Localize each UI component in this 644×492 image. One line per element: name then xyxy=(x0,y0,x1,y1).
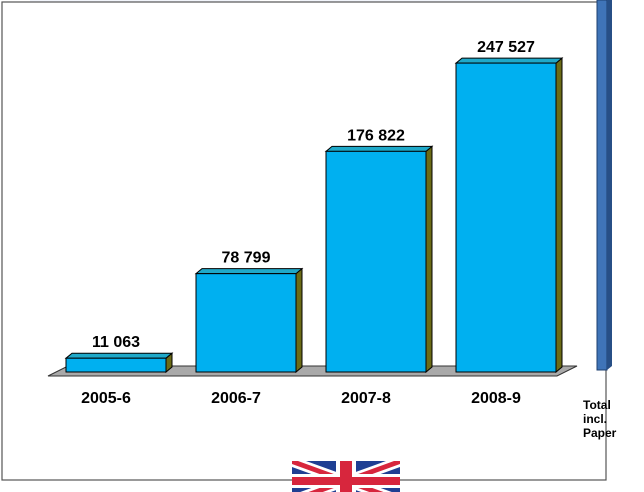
bar-side xyxy=(555,57,563,374)
side-label-line: Total xyxy=(583,398,611,412)
bar-side xyxy=(425,145,433,374)
bar-side xyxy=(295,267,303,374)
bar-front xyxy=(195,273,297,373)
x-tick-label: 2006-7 xyxy=(211,390,261,407)
side-label-line: incl. xyxy=(583,412,608,426)
bar xyxy=(194,267,304,374)
x-tick-label: 2008-9 xyxy=(471,390,521,407)
side-label-line: Paper xyxy=(583,426,617,440)
bar-top xyxy=(64,352,174,359)
bar-value-label: 247 527 xyxy=(477,39,535,56)
union-jack-flag-icon xyxy=(292,461,400,492)
x-tick-label: 2005-6 xyxy=(81,390,131,407)
bars-group xyxy=(64,57,564,374)
bar-front xyxy=(65,357,167,373)
bar-value-label: 11 063 xyxy=(92,334,140,351)
bar xyxy=(454,57,564,374)
x-tick-labels-group: 2005-6 2006-7 2007-8 2008-9 xyxy=(81,390,521,407)
bar-top xyxy=(324,145,434,152)
side-total-bar xyxy=(596,0,612,371)
bar-front xyxy=(325,150,427,373)
bar xyxy=(64,352,174,374)
x-tick-label: 2007-8 xyxy=(341,390,391,407)
bar-value-label: 78 799 xyxy=(222,250,271,267)
chart-floor xyxy=(47,365,578,377)
side-series-label: Total incl. Paper xyxy=(583,398,641,440)
bar-front xyxy=(455,62,557,373)
value-labels-group: 11 063 78 799 176 822 247 527 xyxy=(92,39,535,351)
bar-value-label: 176 822 xyxy=(347,127,405,144)
bar xyxy=(324,145,434,374)
bar-top xyxy=(454,57,564,64)
bar-top xyxy=(194,268,304,275)
